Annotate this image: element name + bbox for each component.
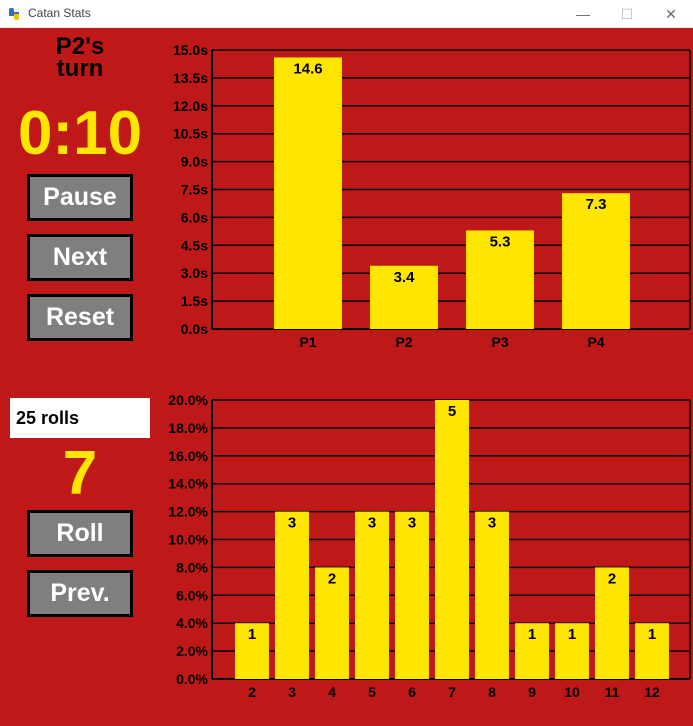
time-chart-y-tick-label: 0.0s	[181, 321, 208, 337]
maximize-button[interactable]: ☐	[605, 0, 649, 28]
dice-chart-bar	[515, 623, 549, 679]
turn-indicator: P2's turn	[30, 33, 130, 82]
dice-chart-bar	[235, 623, 269, 679]
reset-button[interactable]: Reset	[27, 294, 133, 341]
time-chart-data-label: 14.6	[293, 60, 322, 77]
snake-app-icon	[9, 8, 19, 20]
dice-chart-x-tick-label: 10	[564, 684, 580, 700]
dice-chart-x-tick-label: 3	[288, 684, 296, 700]
time-chart-bar	[274, 57, 342, 329]
dice-chart-x-tick-label: 9	[528, 684, 536, 700]
dice-chart-data-label: 1	[648, 626, 656, 643]
turn-player: P2's	[55, 33, 105, 60]
minimize-icon: —	[576, 6, 590, 22]
dice-chart-x-tick-label: 8	[488, 684, 496, 700]
dice-chart-y-tick-label: 0.0%	[176, 671, 208, 687]
pause-button[interactable]: Pause	[27, 174, 133, 221]
dice-chart-data-label: 2	[328, 570, 336, 587]
time-chart-data-label: 7.3	[586, 196, 607, 213]
turn-timer: 0:10	[17, 99, 143, 168]
dice-chart-x-tick-label: 2	[248, 684, 256, 700]
dice-chart-y-tick-label: 4.0%	[176, 615, 208, 631]
dice-chart-data-label: 3	[488, 515, 496, 532]
dice-chart-data-label: 1	[528, 626, 536, 643]
dice-chart-data-label: 1	[568, 626, 576, 643]
dice-chart-bar	[555, 623, 589, 679]
time-chart-y-tick-label: 4.5s	[181, 237, 208, 253]
dice-chart-x-tick-label: 11	[605, 684, 620, 700]
dice-chart-data-label: 3	[288, 515, 296, 532]
dice-chart-data-label: 5	[448, 403, 456, 420]
app-client-area: P2's turn 0:10 Pause Next Reset 25 rolls…	[0, 28, 693, 726]
dice-chart-bar	[435, 400, 469, 679]
dice-roll-chart: 0.0% 2.0% 4.0% 6.0% 8.0% 10.0% 12.0% 14.0% 16.0%…	[168, 392, 691, 700]
time-chart-x-tick-label: P2	[395, 334, 412, 350]
previous-button[interactable]: Prev.	[27, 570, 133, 617]
time-chart-bar	[370, 265, 438, 329]
time-chart-x-tick-label: P3	[491, 334, 508, 350]
roll-count: 25 rolls	[10, 398, 150, 438]
time-chart-y-tick-label: 13.5s	[173, 70, 208, 86]
last-roll-value: 7	[62, 439, 98, 508]
turn-time-chart: 0.0s 1.5s 3.0s 4.5s 6.0s 7.5s 9.0s 10.5s 12.0s 13…	[173, 42, 691, 350]
time-chart-y-tick-label: 6.0s	[181, 209, 208, 225]
dice-chart-y-tick-label: 20.0%	[168, 392, 208, 408]
time-chart-y-tick-label: 15.0s	[173, 42, 208, 58]
dice-chart-x-tick-label: 5	[368, 684, 376, 700]
maximize-icon: ☐	[620, 5, 634, 22]
dice-chart-y-tick-label: 18.0%	[168, 420, 208, 436]
dice-chart-data-label: 3	[368, 515, 376, 532]
roll-button[interactable]: Roll	[27, 510, 133, 557]
dice-chart-y-tick-label: 6.0%	[176, 587, 208, 603]
dice-chart-y-tick-label: 16.0%	[168, 448, 208, 464]
next-button[interactable]: Next	[27, 234, 133, 281]
time-chart-bar	[466, 230, 534, 329]
dice-chart-x-tick-label: 4	[328, 684, 336, 700]
dice-chart-bar	[475, 511, 509, 679]
dice-chart-x-tick-label: 6	[408, 684, 416, 700]
time-chart-y-tick-label: 7.5s	[181, 182, 208, 198]
time-chart-bar	[562, 193, 630, 329]
time-chart-y-tick-label: 12.0s	[173, 98, 208, 114]
dice-chart-y-tick-label: 14.0%	[168, 476, 208, 492]
dice-chart-data-label: 3	[408, 515, 416, 532]
dice-chart-bar	[395, 511, 429, 679]
dice-chart-bar	[635, 623, 669, 679]
dice-chart-data-label: 2	[608, 570, 616, 587]
time-chart-y-tick-label: 3.0s	[181, 265, 208, 281]
dice-chart-y-tick-label: 8.0%	[176, 559, 208, 575]
dice-chart-bar	[355, 511, 389, 679]
dice-chart-x-tick-label: 7	[448, 684, 456, 700]
minimize-button[interactable]: —	[561, 0, 605, 28]
time-chart-y-tick-label: 10.5s	[173, 126, 208, 142]
dice-chart-bar	[315, 567, 349, 679]
close-button[interactable]: ✕	[649, 0, 693, 28]
time-chart-y-tick-label: 9.0s	[181, 154, 208, 170]
dice-chart-data-label: 1	[248, 626, 256, 643]
title-bar: Catan Stats — ☐ ✕	[0, 0, 693, 28]
dice-chart-y-tick-label: 10.0%	[168, 532, 208, 548]
close-icon: ✕	[665, 5, 677, 22]
time-chart-data-label: 5.3	[490, 233, 511, 250]
turn-word: turn	[56, 55, 104, 82]
time-chart-x-tick-label: P1	[299, 334, 316, 350]
time-chart-y-tick-label: 1.5s	[181, 293, 208, 309]
dice-chart-y-tick-label: 12.0%	[168, 504, 208, 520]
time-chart-data-label: 3.4	[394, 269, 416, 286]
time-chart-x-tick-label: P4	[587, 334, 604, 350]
dice-chart-bar	[275, 511, 309, 679]
window-title: Catan Stats	[28, 6, 91, 20]
dice-chart-x-tick-label: 12	[644, 684, 660, 700]
dice-chart-bar	[595, 567, 629, 679]
dice-chart-y-tick-label: 2.0%	[176, 643, 208, 659]
